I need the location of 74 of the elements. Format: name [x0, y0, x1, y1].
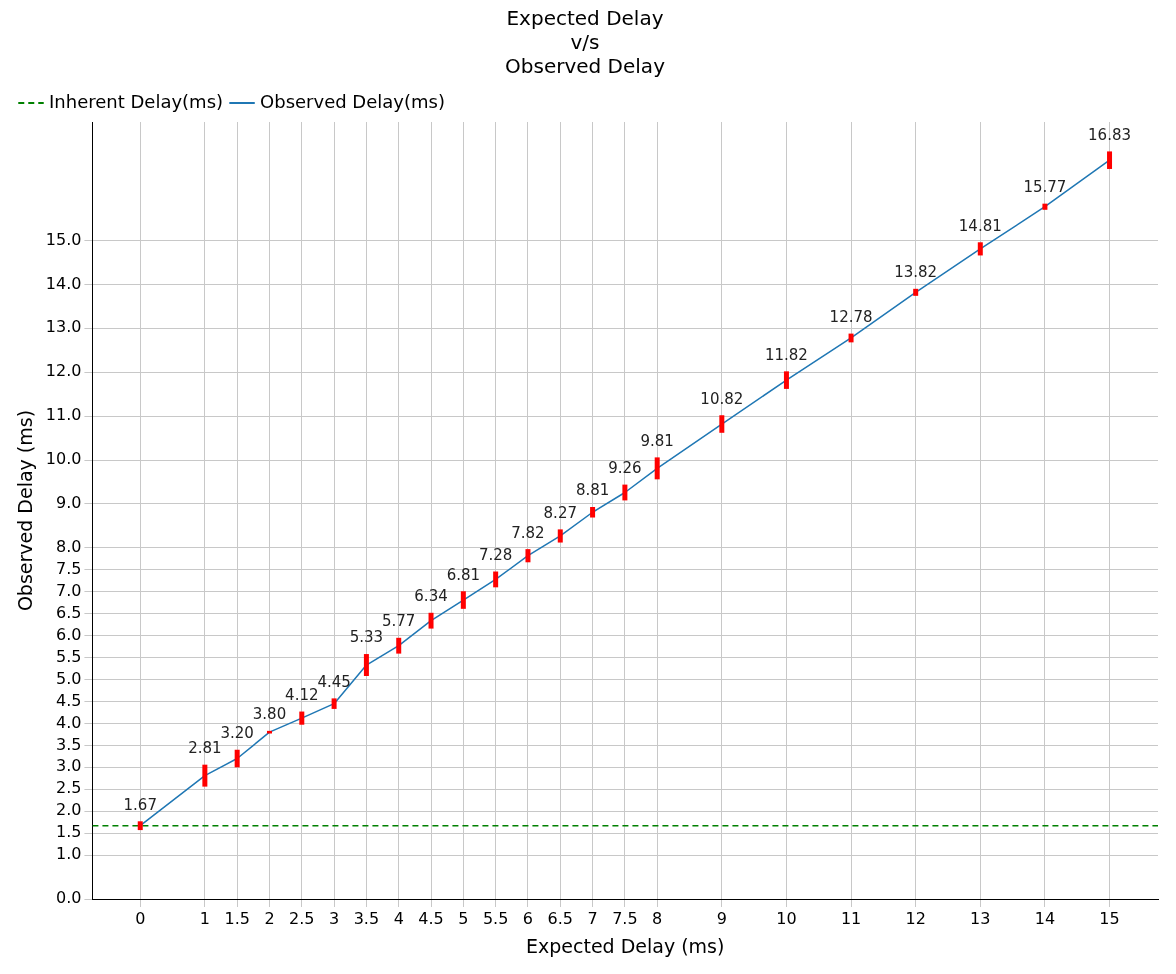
- y-tick-label: 12.0: [45, 361, 82, 381]
- y-tick-label: 13.0: [45, 317, 82, 337]
- x-tick-label: 3.5: [353, 908, 380, 928]
- y-axis-title: Observed Delay (ms): [14, 409, 37, 612]
- data-label: 5.77: [382, 612, 416, 631]
- y-tick-label: 3.5: [55, 734, 82, 754]
- x-tick-label: 15: [1099, 908, 1120, 928]
- x-tick-label: 13: [970, 908, 991, 928]
- y-tick-label: 7.5: [55, 558, 82, 578]
- x-tick-label: 11: [840, 908, 862, 928]
- x-axis-title: Expected Delay (ms): [525, 934, 725, 957]
- data-label: 3.20: [220, 724, 254, 743]
- y-tick-label: 9.0: [55, 493, 82, 513]
- legend-label: Inherent Delay(ms): [49, 90, 224, 112]
- y-tick-label: 6.5: [55, 602, 82, 622]
- y-tick-label: 0.0: [55, 888, 82, 908]
- data-label: 14.81: [958, 216, 1002, 235]
- data-label: 7.82: [511, 523, 545, 542]
- x-tick-label: 5: [458, 908, 469, 928]
- data-label: 4.45: [317, 672, 351, 691]
- y-tick-label: 7.0: [55, 580, 82, 600]
- y-tick-label: 4.5: [55, 690, 82, 710]
- x-tick-label: 0: [135, 908, 146, 928]
- y-tick-label: 8.0: [55, 536, 82, 556]
- legend-label: Observed Delay(ms): [260, 90, 445, 112]
- data-label: 8.81: [575, 481, 610, 500]
- x-tick-label: 2: [264, 908, 275, 928]
- y-tick-label: 5.5: [55, 646, 82, 666]
- x-tick-label: 1: [199, 908, 210, 928]
- x-tick-label: 6.5: [547, 908, 573, 928]
- data-label: 1.67: [123, 795, 157, 814]
- data-label: 11.82: [764, 345, 808, 364]
- chart-title: Expected Delay v/s Observed Delay: [505, 6, 666, 79]
- data-label: 13.82: [894, 263, 938, 282]
- y-tick-label: 1.5: [55, 822, 82, 842]
- data-label: 5.33: [349, 628, 384, 647]
- data-label: 9.26: [608, 458, 642, 477]
- x-tick-label: 14: [1034, 908, 1056, 928]
- data-label: 10.82: [700, 389, 744, 408]
- x-tick-label: 1.5: [224, 908, 250, 928]
- data-label: 7.28: [478, 545, 513, 564]
- x-tick-label: 7: [587, 908, 598, 928]
- y-tick-label: 10.0: [45, 449, 82, 469]
- x-tick-label: 4.5: [418, 908, 444, 928]
- y-tick-label: 5.0: [55, 668, 82, 688]
- y-tick-label: 14.0: [45, 273, 82, 293]
- x-tick-label: 12: [905, 908, 926, 928]
- y-tick-label: 6.0: [55, 624, 82, 644]
- data-label: 6.34: [414, 587, 448, 606]
- data-label: 8.27: [543, 503, 577, 522]
- y-tick-label: 1.0: [55, 844, 82, 864]
- x-tick-label: 2.5: [289, 908, 315, 928]
- data-label: 12.78: [829, 307, 873, 326]
- x-tick-label: 8: [652, 908, 663, 928]
- data-label: 16.83: [1088, 125, 1132, 144]
- y-tick-label: 2.0: [55, 800, 82, 820]
- data-label: 3.80: [252, 705, 287, 724]
- data-label: 9.81: [640, 431, 674, 450]
- x-tick-label: 3: [329, 908, 340, 928]
- data-label: 15.77: [1023, 178, 1067, 197]
- x-tick-label: 10: [776, 908, 797, 928]
- x-tick-label: 6: [522, 908, 534, 928]
- y-tick-label: 4.0: [55, 712, 82, 732]
- x-tick-label: 7.5: [612, 908, 638, 928]
- data-label: 2.81: [188, 739, 222, 758]
- x-tick-label: 9: [716, 908, 727, 928]
- x-tick-label: 5.5: [482, 908, 509, 928]
- y-tick-label: 2.5: [55, 778, 82, 798]
- y-tick-label: 15.0: [45, 229, 82, 249]
- x-tick-label: 4: [393, 908, 404, 928]
- data-label: 4.12: [285, 685, 319, 704]
- y-tick-label: 3.0: [55, 756, 82, 776]
- data-label: 6.81: [446, 565, 481, 584]
- y-tick-label: 11.0: [45, 405, 82, 425]
